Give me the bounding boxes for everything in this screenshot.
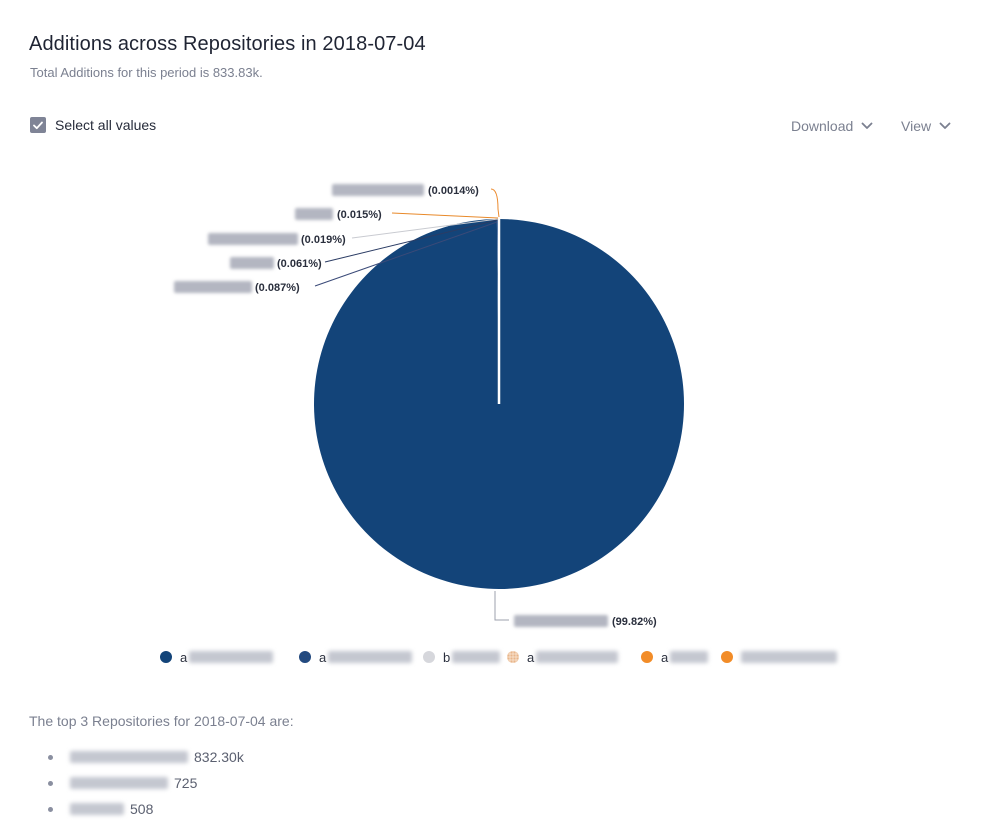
leader-line: [324, 219, 498, 263]
select-all-toggle[interactable]: Select all values: [30, 117, 156, 133]
legend-item[interactable]: a: [507, 648, 619, 666]
leader-line: [494, 591, 509, 621]
top-repos-list: 832.30k 725 508: [48, 744, 244, 822]
legend-swatch: [721, 651, 733, 663]
download-label: Download: [791, 118, 854, 134]
redacted-slice-name: [208, 233, 298, 245]
select-all-label: Select all values: [55, 117, 157, 133]
view-button[interactable]: View: [901, 118, 951, 134]
pie-leader-lines: [314, 188, 509, 621]
redacted-slice-name: [295, 208, 333, 220]
checkmark-icon: [33, 121, 43, 129]
bullet-icon: [48, 806, 53, 812]
redacted-repo-name: [70, 803, 124, 815]
legend-item[interactable]: b: [423, 648, 501, 666]
leader-line: [391, 212, 499, 219]
legend-item[interactable]: a: [299, 648, 413, 666]
legend-swatch: [641, 651, 653, 663]
redacted-legend-name: [536, 651, 619, 663]
legend-label: a: [661, 649, 669, 665]
download-button[interactable]: Download: [791, 118, 873, 134]
view-label: View: [901, 118, 932, 134]
repo-additions-value: 725: [174, 775, 198, 791]
chart-subtitle: Total Additions for this period is 833.8…: [30, 65, 263, 80]
redacted-slice-name: [332, 184, 424, 196]
legend-swatch: [299, 651, 311, 663]
slice-percent-label: (0.015%): [337, 209, 382, 221]
redacted-legend-name: [328, 651, 413, 663]
legend-swatch: [160, 651, 172, 663]
redacted-legend-name: [189, 651, 274, 663]
slice-percent-label: (0.087%): [255, 282, 300, 294]
bullet-icon: [48, 754, 53, 760]
redacted-repo-name: [70, 751, 188, 763]
legend-swatch: [423, 651, 435, 663]
list-item: 508: [48, 796, 244, 822]
redacted-slice-name: [230, 257, 274, 269]
slice-percent-label: (99.82%): [612, 616, 657, 628]
redacted-repo-name: [70, 777, 168, 789]
leader-line: [490, 188, 500, 218]
legend-swatch: [507, 651, 519, 663]
legend-label: a: [180, 649, 188, 665]
repo-additions-value: 508: [130, 801, 154, 817]
leader-line: [314, 221, 498, 287]
list-item: 725: [48, 770, 244, 796]
legend-item[interactable]: [721, 648, 837, 666]
list-item: 832.30k: [48, 744, 244, 770]
legend-label: a: [527, 649, 535, 665]
pie-labels: (99.82%) (0.087%) (0.061%) (0.019%) (0.015%)…: [174, 184, 657, 628]
redacted-legend-name: [670, 651, 709, 663]
legend-label: b: [443, 649, 451, 665]
redacted-legend-name: [452, 651, 501, 663]
select-all-checkbox[interactable]: [30, 117, 46, 133]
redacted-slice-name: [174, 281, 252, 293]
redacted-slice-name: [514, 615, 608, 627]
redacted-legend-name: [741, 651, 837, 663]
slice-percent-label: (0.061%): [277, 258, 322, 270]
slice-percent-label: (0.0014%): [428, 185, 479, 197]
chevron-down-icon: [861, 122, 873, 129]
top-repos-heading: The top 3 Repositories for 2018-07-04 ar…: [29, 713, 294, 729]
pie-chart: (99.82%) (0.087%) (0.061%) (0.019%) (0.015%)…: [174, 184, 685, 628]
bullet-icon: [48, 780, 53, 786]
leader-line: [351, 218, 499, 239]
repo-additions-value: 832.30k: [194, 749, 244, 765]
chart-title: Additions across Repositories in 2018-07…: [29, 33, 426, 55]
pie-slices: [314, 218, 685, 589]
legend-label: a: [319, 649, 327, 665]
legend-item[interactable]: a: [160, 648, 274, 666]
chevron-down-icon: [939, 122, 951, 129]
slice-percent-label: (0.019%): [301, 234, 346, 246]
legend-item[interactable]: a: [641, 648, 709, 666]
